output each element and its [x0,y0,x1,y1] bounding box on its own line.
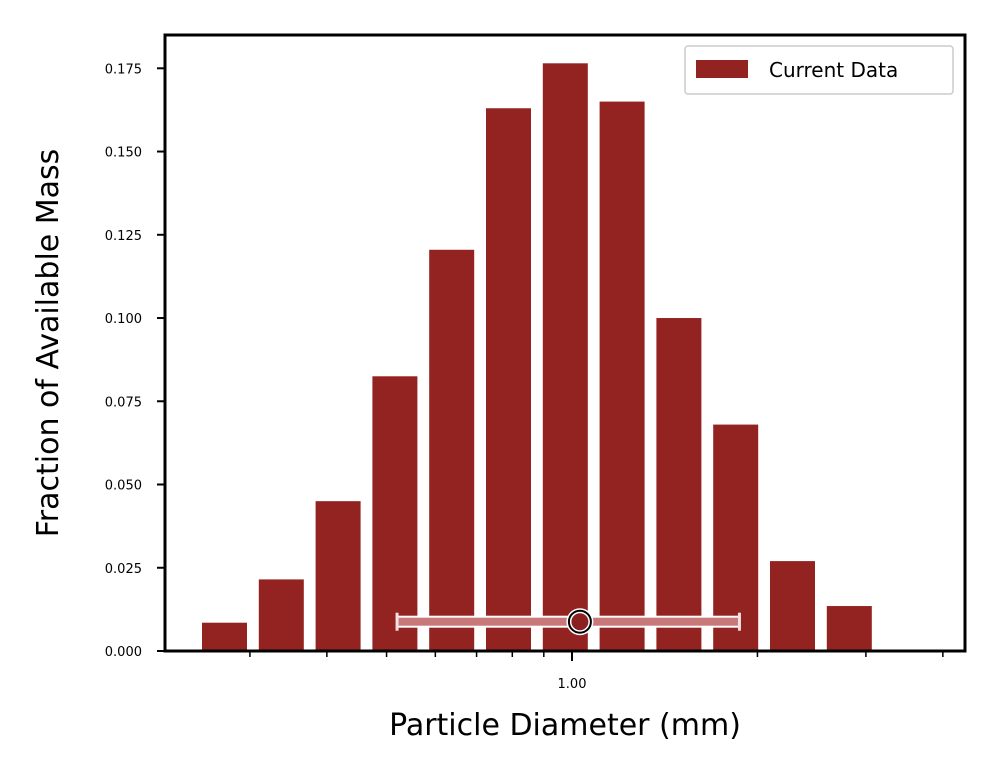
legend-swatch [696,60,748,78]
y-tick-label: 0.150 [105,146,142,161]
y-tick-label: 0.175 [105,62,142,77]
bar [486,108,531,652]
bar [770,561,815,651]
y-axis: 0.000 0.025 0.050 0.075 0.100 0.125 0.150 0.175 [105,62,165,660]
bar [315,501,361,651]
bar [826,606,872,651]
x-axis: 1.00 [249,651,944,692]
y-tick-label: 0.075 [105,395,142,410]
y-tick-label: 0.100 [105,312,142,327]
legend: Current Data [684,45,954,95]
y-tick-label: 0.125 [105,229,142,244]
summary-marker-layer [395,608,741,636]
bar [599,101,645,651]
center-point-outline [567,609,592,634]
bar [372,376,418,651]
y-tick-label: 0.025 [105,562,142,577]
x-axis-title: Particle Diameter (mm) [389,708,741,743]
bar [656,318,702,651]
y-tick-label: 0.050 [105,479,142,494]
y-tick-label: 0.000 [105,645,142,660]
bar [713,424,759,651]
bars-layer [202,63,872,652]
bar [542,63,588,651]
bar [202,622,247,651]
bar [258,579,304,651]
y-axis-title: Fraction of Available Mass [31,149,66,538]
legend-box [684,45,954,95]
legend-label: Current Data [769,58,898,82]
plot-frame [163,33,967,653]
x-tick-label: 1.00 [558,677,587,692]
bar [429,249,475,651]
